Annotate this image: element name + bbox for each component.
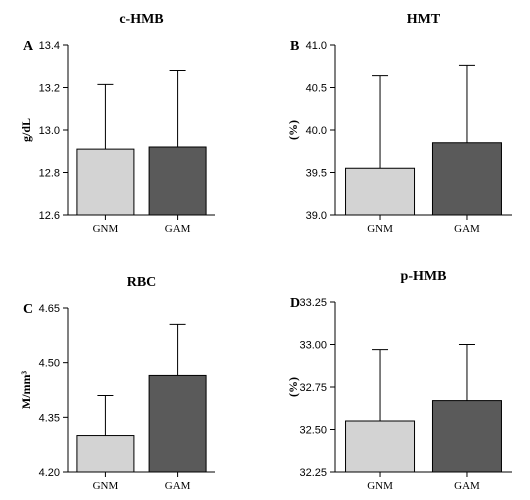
y-tick-label: 32.75 bbox=[299, 382, 327, 394]
chart-panel-B: HMT B (%) 39.0 39.5 40.0 40.5 41.0 GNM GAM bbox=[286, 12, 512, 235]
panel-letter: A bbox=[23, 39, 34, 54]
y-tick-label: 13.4 bbox=[39, 40, 60, 52]
y-axis-label: (%) bbox=[286, 377, 300, 397]
bar-gnm bbox=[76, 435, 135, 473]
bar-gam bbox=[148, 374, 207, 473]
y-axis-label: g/dL bbox=[19, 118, 33, 142]
y-tick-label: 12.8 bbox=[39, 168, 60, 180]
x-category-label: GAM bbox=[454, 223, 480, 235]
chart-title: c-HMB bbox=[119, 12, 163, 27]
y-tick-label: 13.0 bbox=[39, 125, 60, 137]
x-category-label: GNM bbox=[367, 223, 393, 235]
y-tick-label: 32.50 bbox=[299, 425, 327, 437]
y-tick-label: 41.0 bbox=[306, 40, 327, 52]
y-axis-label: (%) bbox=[286, 120, 300, 140]
bar-gam bbox=[431, 400, 502, 473]
y-tick-label: 33.25 bbox=[299, 297, 327, 309]
y-tick-label: 4.50 bbox=[39, 358, 60, 370]
y-tick-label: 39.5 bbox=[306, 168, 327, 180]
panel-letter: C bbox=[23, 302, 33, 317]
y-tick-label: 40.0 bbox=[306, 125, 327, 137]
y-axis-label: M/mm³ bbox=[19, 370, 33, 409]
bar-gnm bbox=[345, 167, 416, 216]
chart-panel-C: RBC C M/mm³ 4.20 4.35 4.50 4.65 GNM GAM bbox=[19, 275, 215, 492]
x-category-label: GAM bbox=[165, 480, 191, 492]
y-tick-label: 33.00 bbox=[299, 340, 327, 352]
bar-gnm bbox=[345, 420, 416, 473]
chart-title: HMT bbox=[407, 12, 441, 27]
panel-letter: B bbox=[290, 39, 299, 54]
x-category-label: GNM bbox=[93, 223, 119, 235]
chart-panel-D: p-HMB D (%) 32.25 32.50 32.75 33.00 33.25 GNM GAM bbox=[286, 269, 512, 492]
y-tick-label: 13.2 bbox=[39, 83, 60, 95]
panel-letter: D bbox=[290, 296, 300, 311]
y-tick-label: 12.6 bbox=[39, 210, 60, 222]
y-tick-label: 32.25 bbox=[299, 467, 327, 479]
chart-title: RBC bbox=[127, 275, 157, 290]
y-tick-label: 4.35 bbox=[39, 412, 60, 424]
y-tick-label: 4.65 bbox=[39, 303, 60, 315]
x-category-label: GAM bbox=[165, 223, 191, 235]
y-tick-label: 39.0 bbox=[306, 210, 327, 222]
bar-gam bbox=[431, 142, 502, 216]
chart-panel-A: c-HMB Ag/dL 12.6 12.8 13.0 13.2 13.4 GNM GAM bbox=[19, 12, 215, 235]
chart-title: p-HMB bbox=[401, 269, 447, 284]
y-tick-label: 40.5 bbox=[306, 83, 327, 95]
x-category-label: GAM bbox=[454, 480, 480, 492]
x-category-label: GNM bbox=[93, 480, 119, 492]
y-tick-label: 4.20 bbox=[39, 467, 60, 479]
x-category-label: GNM bbox=[367, 480, 393, 492]
bar-gam bbox=[148, 146, 207, 216]
bar-gnm bbox=[76, 148, 135, 216]
